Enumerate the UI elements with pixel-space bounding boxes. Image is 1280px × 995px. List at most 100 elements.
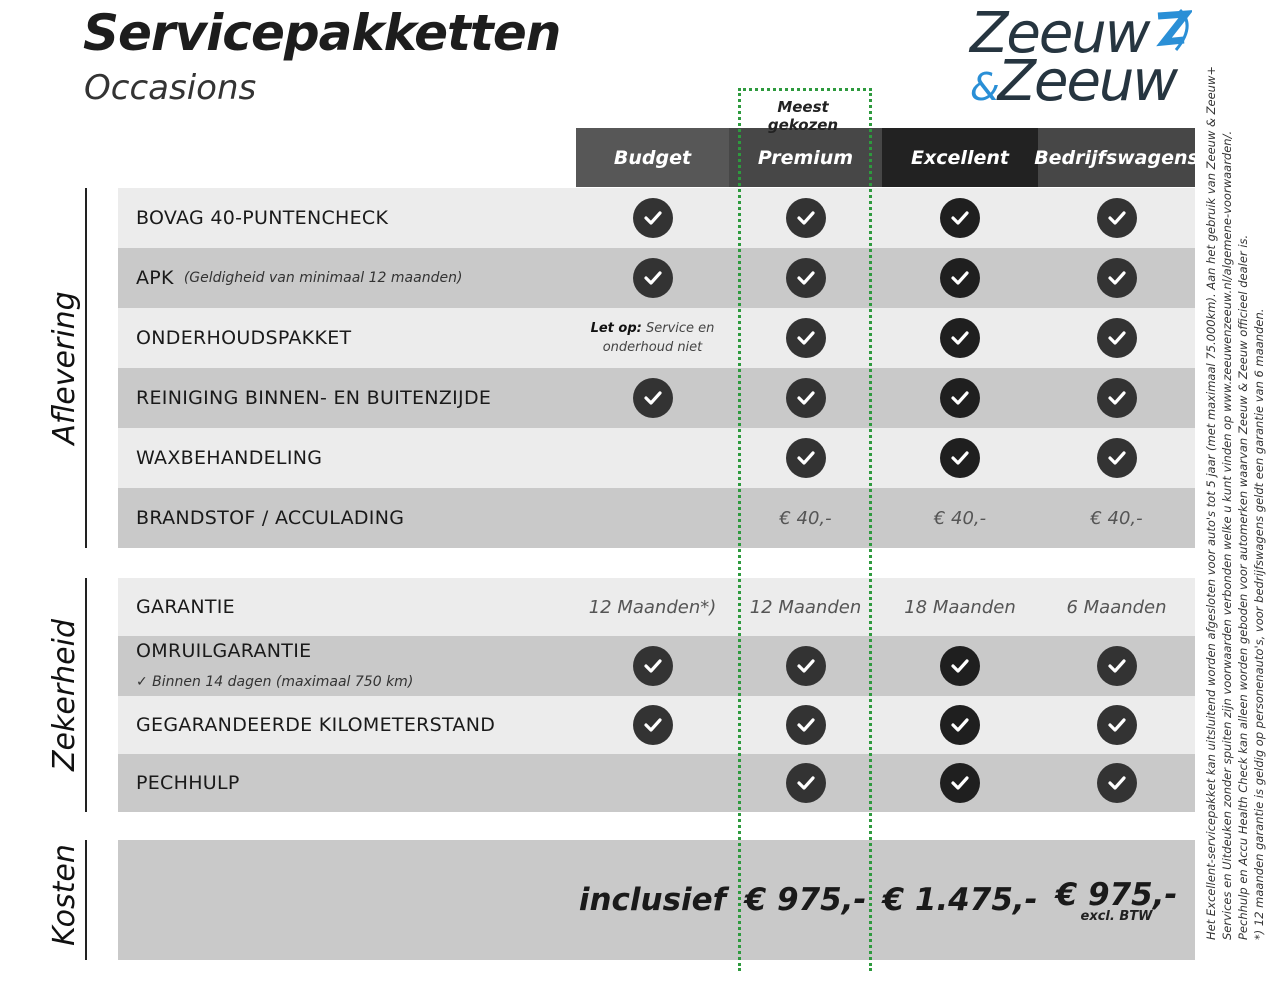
checkmark-icon [1096,198,1137,238]
checkmark-icon [785,646,826,686]
section-divider [85,578,87,812]
table-row: GARANTIE 12 Maanden*) 12 Maanden 18 Maanden… [118,578,1195,636]
note-text: Service en onderhoud niet [602,321,715,355]
cell-premium: 12 Maanden [729,578,882,636]
row-label-text: BOVAG 40-PUNTENCHECK [136,207,389,229]
table-row: REINIGING BINNEN- EN BUITENZIJDE [118,368,1195,428]
checkmark-icon [785,258,826,298]
cell-budget [576,696,729,754]
checkmark-icon [632,378,673,418]
checkmark-icon [785,198,826,238]
price-value: € 975,- [744,882,867,918]
cell-premium [729,696,882,754]
logo-amp: & [970,65,1000,109]
cell-budget [576,428,729,488]
column-header-premium: Premium [729,128,882,187]
cell-excellent: € 40,- [882,488,1038,548]
price-premium: € 975,- [729,840,882,960]
cell-excellent [882,636,1038,696]
cell-excellent [882,248,1038,308]
price-budget: inclusief [576,840,729,960]
cell-excellent [882,428,1038,488]
checkmark-icon [785,705,826,745]
checkmark-icon [632,198,673,238]
row-label-text: APK [136,267,174,289]
cell-premium [729,636,882,696]
cell-excellent [882,188,1038,248]
cell-bedrijfswagens [1038,428,1195,488]
row-label-note: (Geldigheid van minimaal 12 maanden) [183,270,463,286]
table-row: BOVAG 40-PUNTENCHECK [118,188,1195,248]
row-label: OMRUILGARANTIE [136,640,311,700]
row-label-text: WAXBEHANDELING [136,447,323,469]
checkmark-icon [632,258,673,298]
row-label-text: REINIGING BINNEN- EN BUITENZIJDE [136,387,492,409]
table-row: GEGARANDEERDE KILOMETERSTAND [118,696,1195,754]
cell-bedrijfswagens [1038,248,1195,308]
price-excellent: € 1.475,- [882,840,1038,960]
cell-excellent [882,696,1038,754]
cell-value: € 40,- [933,507,987,529]
checkmark-icon [785,378,826,418]
checkmark-icon [785,438,826,478]
checkmark-icon [940,646,980,686]
table-row: WAXBEHANDELING [118,428,1195,488]
cell-bedrijfswagens [1038,368,1195,428]
cell-value: 6 Maanden [1066,596,1167,618]
checkmark-icon [940,198,980,238]
checkmark-icon [632,646,673,686]
cell-budget: 12 Maanden*) [576,578,729,636]
cell-excellent: 18 Maanden [882,578,1038,636]
footnote: Pechhulp en Accu Health Check kan alleen… [1236,234,1250,940]
row-label: REINIGING BINNEN- EN BUITENZIJDE [136,368,491,428]
price-value: € 975,- [1055,876,1178,913]
checkmark-icon [1096,763,1137,803]
cell-premium [729,754,882,812]
footnote: *) 12 maanden garantie is geldig op pers… [1252,308,1266,940]
checkmark-icon [940,318,980,358]
footnote: Het Excellent-servicepakket kan uitsluit… [1204,66,1218,940]
checkmark-icon [940,258,980,298]
checkmark-icon [785,763,826,803]
cell-value: 12 Maanden*) [588,596,717,618]
cell-excellent [882,754,1038,812]
row-label: WAXBEHANDELING [136,428,322,488]
cell-bedrijfswagens [1038,754,1195,812]
column-header-excellent: Excellent [882,128,1038,187]
cell-bedrijfswagens [1038,188,1195,248]
table-row: ONDERHOUDSPAKKET Let op: Service en onder… [118,308,1195,368]
checkmark-icon [1096,438,1137,478]
column-header-bedrijfswagens: Bedrijfswagens [1034,128,1199,187]
checkmark-icon [940,438,980,478]
cell-budget [576,188,729,248]
cell-value: 18 Maanden [904,596,1016,618]
table-row: BRANDSTOF / ACCULADING € 40,- € 40,- € 40,- [118,488,1195,548]
column-header-budget: Budget [576,128,729,187]
checkmark-icon [632,705,673,745]
row-label-text: BRANDSTOF / ACCULADING [136,507,405,529]
row-label: PECHHULP [136,754,240,812]
checkmark-icon [1096,378,1137,418]
price-bedrijfswagens: € 975,- excl. BTW [1038,840,1195,960]
checkmark-icon [940,705,980,745]
cell-budget [576,368,729,428]
logo-line1: Zeeuw [970,1,1151,66]
row-label: GEGARANDEERDE KILOMETERSTAND [136,696,495,754]
row-label-text: GARANTIE [136,596,235,618]
row-label: GARANTIE [136,578,235,636]
footnote: Services en Uitdeuken zonder spuiten zij… [1220,130,1234,940]
cell-value: € 40,- [779,507,832,529]
checkmark-icon [940,763,980,803]
cell-bedrijfswagens [1038,308,1195,368]
z-swoosh-icon [1156,8,1192,51]
cell-excellent [882,368,1038,428]
cell-premium [729,248,882,308]
cell-budget [576,754,729,812]
price-note: excl. BTW [1080,908,1153,924]
checkmark-icon [1096,258,1137,298]
section-label-kosten: Kosten [47,844,82,946]
checkmark-icon [940,378,980,418]
row-label: BRANDSTOF / ACCULADING [136,488,404,548]
price-value: inclusief [578,882,727,918]
footnotes: Het Excellent-servicepakket kan uitsluit… [1203,66,1267,940]
